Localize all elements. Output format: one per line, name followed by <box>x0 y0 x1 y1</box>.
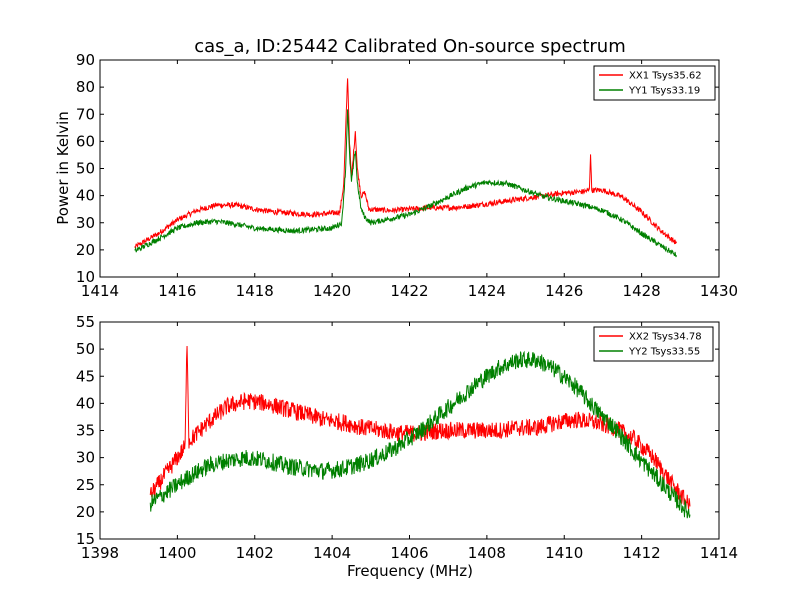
x-axis-label: Frequency (MHz) <box>347 562 473 580</box>
y-tick-label: 40 <box>76 394 95 412</box>
top-legend: XX1 Tsys35.62 YY1 Tsys33.19 <box>593 65 716 101</box>
bottom-axis-ticks: 1398 1400 1402 1404 1406 1408 1410 1412 1414 15 20… <box>76 313 738 562</box>
x-tick-label: 1404 <box>313 544 351 562</box>
series-line-xx <box>149 345 691 511</box>
y-tick-label: 20 <box>76 241 95 259</box>
x-tick-label: 1412 <box>623 544 661 562</box>
top-panel: cas_a, ID:25442 Calibrated On-source spe… <box>54 36 738 300</box>
x-tick-label: 1424 <box>468 282 506 300</box>
x-tick-label: 1406 <box>390 544 428 562</box>
x-tick-label: 1402 <box>236 544 274 562</box>
y-tick-label: 40 <box>76 187 95 205</box>
x-tick-label: 1398 <box>81 544 119 562</box>
y-tick-label: 60 <box>76 132 95 150</box>
x-tick-label: 1428 <box>623 282 661 300</box>
chart-title: cas_a, ID:25442 Calibrated On-source spe… <box>194 36 625 57</box>
y-tick-label: 30 <box>76 214 95 232</box>
y-tick-label: 45 <box>76 367 95 385</box>
y-tick-label: 15 <box>76 530 95 548</box>
x-tick-label: 1410 <box>545 544 583 562</box>
y-tick-label: 80 <box>76 78 95 96</box>
x-tick-label: 1422 <box>390 282 428 300</box>
y-tick-label: 20 <box>76 503 95 521</box>
bottom-panel: Frequency (MHz) 1398 1400 1402 1404 1406 1408… <box>76 313 738 580</box>
x-tick-label: 1418 <box>236 282 274 300</box>
x-tick-label: 1420 <box>313 282 351 300</box>
legend-label: XX1 Tsys35.62 <box>629 71 702 82</box>
x-tick-label: 1416 <box>158 282 196 300</box>
y-tick-label: 55 <box>76 313 95 331</box>
legend-label: XX2 Tsys34.78 <box>629 332 702 343</box>
y-axis-label: Power in Kelvin <box>54 111 72 225</box>
y-tick-label: 90 <box>76 51 95 69</box>
x-tick-label: 1408 <box>468 544 506 562</box>
y-tick-label: 30 <box>76 449 95 467</box>
series-line-xx <box>134 78 677 249</box>
series-line-yy <box>149 350 691 519</box>
top-axis-ticks: 1414 1416 1418 1420 1422 1424 1426 1428 1430 10 20… <box>76 51 738 300</box>
y-tick-label: 50 <box>76 340 95 358</box>
x-tick-label: 1430 <box>700 282 738 300</box>
x-tick-label: 1414 <box>700 544 738 562</box>
legend-box <box>593 326 714 362</box>
y-tick-label: 10 <box>76 268 95 286</box>
y-tick-label: 50 <box>76 160 95 178</box>
legend-label: YY1 Tsys33.19 <box>628 86 700 97</box>
y-tick-label: 25 <box>76 476 95 494</box>
bottom-legend: XX2 Tsys34.78 YY2 Tsys33.55 <box>593 326 714 362</box>
x-tick-label: 1426 <box>545 282 583 300</box>
legend-box <box>593 65 716 101</box>
y-tick-label: 35 <box>76 422 95 440</box>
series-line-yy <box>134 109 677 258</box>
x-tick-label: 1414 <box>81 282 119 300</box>
y-tick-label: 70 <box>76 105 95 123</box>
legend-label: YY2 Tsys33.55 <box>628 347 700 358</box>
x-tick-label: 1400 <box>158 544 196 562</box>
